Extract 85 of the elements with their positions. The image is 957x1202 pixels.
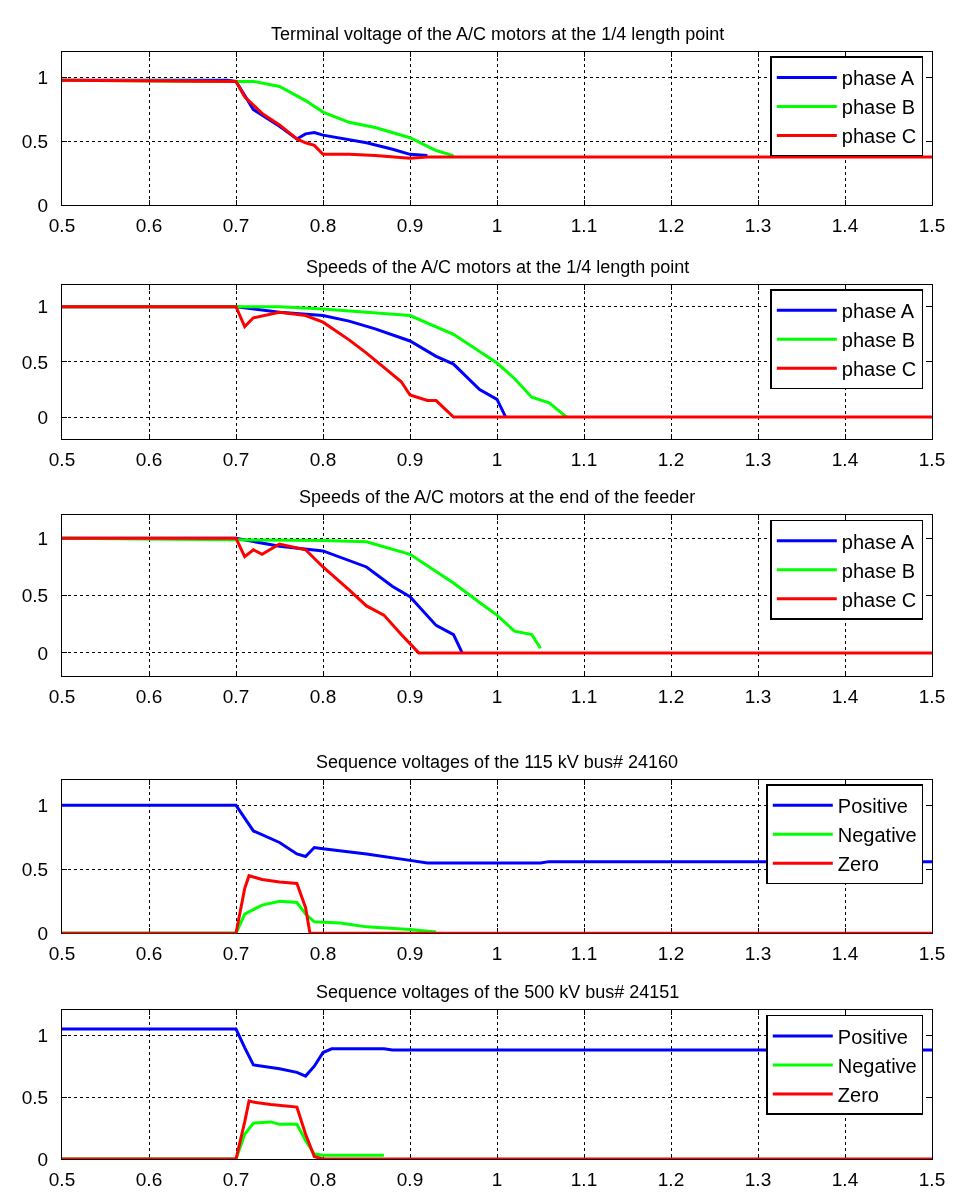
legend-label: phase C <box>841 357 917 380</box>
x-tick-label: 1.2 <box>657 215 685 237</box>
x-tick-label: 1.1 <box>570 943 598 965</box>
x-tick-label: 1.4 <box>831 943 859 965</box>
x-tick-label: 1.1 <box>570 448 598 470</box>
x-tick-label: 0.8 <box>309 215 337 237</box>
x-tick-label: 0.6 <box>135 215 163 237</box>
legend-label: phase C <box>841 125 917 148</box>
x-tick-label: 1.5 <box>918 685 946 707</box>
x-tick-label: 0.6 <box>135 685 163 707</box>
y-tick-label: 0.5 <box>21 585 49 607</box>
x-tick-label: 0.7 <box>222 215 250 237</box>
x-tick-label: 1.4 <box>831 1168 859 1190</box>
y-tick-label: 1 <box>37 795 49 817</box>
chart-title: Terminal voltage of the A/C motors at the 1/4 length point <box>271 24 725 44</box>
x-tick-label: 1 <box>491 215 503 237</box>
legend-label: phase C <box>841 588 917 611</box>
y-tick-label: 0.5 <box>21 1086 49 1108</box>
x-tick-label: 1 <box>491 943 503 965</box>
legend-label: Positive <box>837 795 908 818</box>
y-tick-label: 0 <box>37 642 49 664</box>
legend-label: phase A <box>841 299 915 322</box>
x-tick-label: 1.3 <box>744 448 772 470</box>
x-tick-label: 1.3 <box>744 215 772 237</box>
x-tick-label: 1.1 <box>570 685 598 707</box>
x-tick-label: 0.7 <box>222 943 250 965</box>
chart-title: Sequence voltages of the 115 kV bus# 24160 <box>316 752 678 772</box>
x-tick-label: 1.4 <box>831 685 859 707</box>
x-tick-label: 1.3 <box>744 1168 772 1190</box>
y-tick-label: 0.5 <box>21 858 49 880</box>
y-tick-label: 1 <box>37 527 49 549</box>
x-tick-label: 0.9 <box>396 448 424 470</box>
x-tick-label: 0.9 <box>396 215 424 237</box>
x-tick-label: 0.8 <box>309 943 337 965</box>
x-tick-label: 1.1 <box>570 215 598 237</box>
legend-label: Negative <box>837 824 917 847</box>
x-tick-label: 1.2 <box>657 1168 685 1190</box>
legend-label: Zero <box>837 853 879 876</box>
legend-label: phase A <box>841 67 915 90</box>
x-tick-label: 0.9 <box>396 1168 424 1190</box>
x-tick-label: 1 <box>491 685 503 707</box>
x-tick-label: 1.2 <box>657 685 685 707</box>
x-tick-label: 1.2 <box>657 448 685 470</box>
chart-title: Sequence voltages of the 500 kV bus# 24151 <box>316 982 680 1002</box>
x-tick-label: 0.7 <box>222 448 250 470</box>
x-tick-label: 0.6 <box>135 448 163 470</box>
y-tick-label: 1 <box>37 296 49 318</box>
legend-label: phase B <box>841 96 916 119</box>
y-tick-label: 0.5 <box>21 351 49 373</box>
y-tick-label: 1 <box>37 1024 49 1046</box>
legend-label: Positive <box>837 1025 908 1048</box>
x-tick-label: 1.2 <box>657 943 685 965</box>
x-tick-label: 1.3 <box>744 685 772 707</box>
x-tick-label: 0.9 <box>396 685 424 707</box>
y-tick-label: 0 <box>37 406 49 428</box>
x-tick-label: 1.1 <box>570 1168 598 1190</box>
x-tick-label: 0.8 <box>309 448 337 470</box>
x-tick-label: 1 <box>491 1168 503 1190</box>
y-tick-label: 1 <box>37 67 49 89</box>
y-tick-label: 0 <box>37 1148 49 1170</box>
x-tick-label: 0.7 <box>222 1168 250 1190</box>
x-tick-label: 1.5 <box>918 448 946 470</box>
x-tick-label: 1.4 <box>831 215 859 237</box>
x-tick-label: 1.5 <box>918 1168 946 1190</box>
legend-label: Negative <box>837 1054 917 1077</box>
x-tick-label: 0.8 <box>309 1168 337 1190</box>
x-tick-label: 1.5 <box>918 215 946 237</box>
y-tick-label: 0 <box>37 195 49 217</box>
x-tick-label: 0.8 <box>309 685 337 707</box>
chart-title: Speeds of the A/C motors at the end of the feeder <box>299 487 696 507</box>
chart-title: Speeds of the A/C motors at the 1/4 length point <box>306 257 690 277</box>
legend-label: phase B <box>841 559 916 582</box>
x-tick-label: 0.7 <box>222 685 250 707</box>
legend-label: Zero <box>837 1083 879 1106</box>
x-tick-label: 1 <box>491 448 503 470</box>
legend-label: phase B <box>841 328 916 351</box>
y-tick-label: 0 <box>37 922 49 944</box>
legend-label: phase A <box>841 530 915 553</box>
y-tick-label: 0.5 <box>21 131 49 153</box>
x-tick-label: 1.5 <box>918 943 946 965</box>
x-tick-label: 0.6 <box>135 1168 163 1190</box>
x-tick-label: 0.9 <box>396 943 424 965</box>
x-tick-label: 0.6 <box>135 943 163 965</box>
x-tick-label: 1.3 <box>744 943 772 965</box>
x-tick-label: 1.4 <box>831 448 859 470</box>
